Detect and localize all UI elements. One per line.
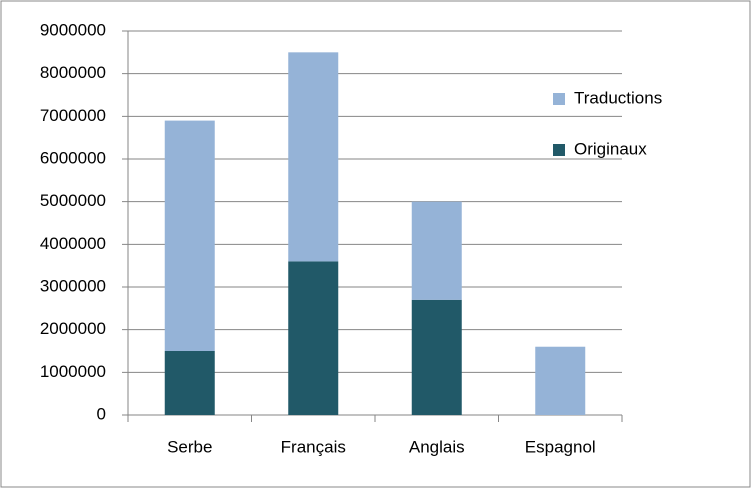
bar	[288, 261, 339, 415]
bar	[411, 299, 462, 415]
x-tick-label: Français	[281, 437, 346, 456]
y-tick-label: 9000000	[40, 20, 106, 39]
x-tick-label: Serbe	[167, 437, 212, 456]
bar	[288, 52, 339, 262]
bar	[411, 201, 462, 300]
y-tick-label: 2000000	[40, 319, 106, 338]
bar	[164, 120, 215, 351]
y-tick-label: 3000000	[40, 276, 106, 295]
bar	[164, 351, 215, 415]
y-tick-label: 8000000	[40, 63, 106, 82]
legend-swatch	[553, 93, 565, 105]
y-tick-label: 5000000	[40, 191, 106, 210]
y-tick-label: 6000000	[40, 148, 106, 167]
legend-swatch	[553, 144, 565, 156]
y-tick-label: 1000000	[40, 362, 106, 381]
legend-label: Originaux	[574, 139, 647, 158]
x-tick-label: Espagnol	[525, 437, 596, 456]
y-tick-label: 7000000	[40, 106, 106, 125]
y-tick-label: 4000000	[40, 234, 106, 253]
bar	[535, 346, 586, 415]
x-tick-label: Anglais	[409, 437, 465, 456]
legend-label: Traductions	[574, 88, 662, 107]
y-tick-label: 0	[97, 404, 106, 423]
